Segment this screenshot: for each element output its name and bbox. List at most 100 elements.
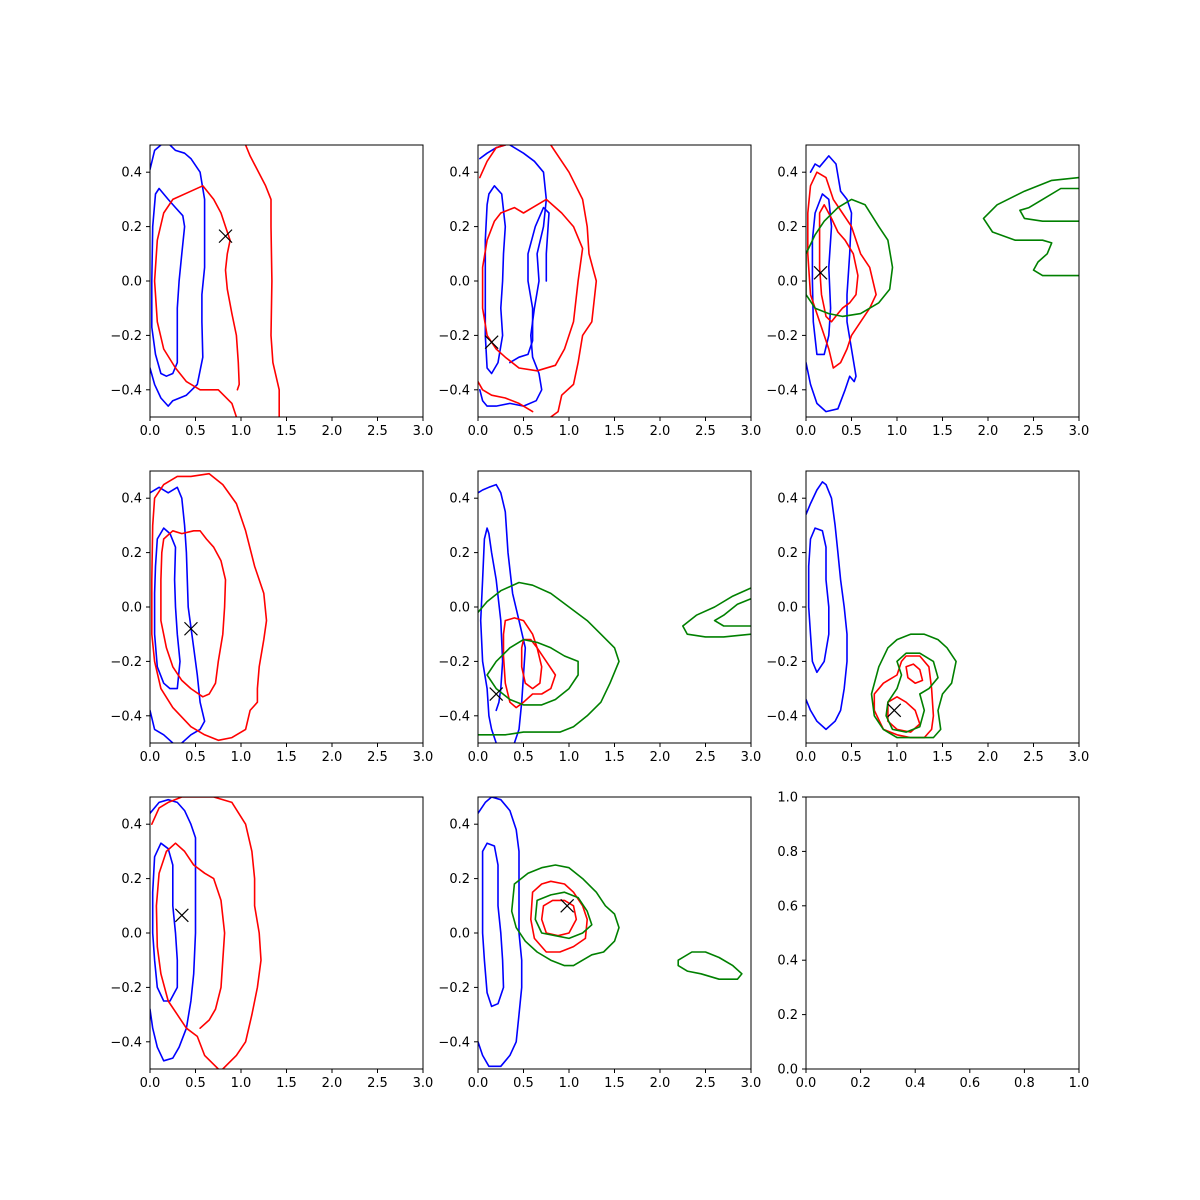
x-tick-label: 3.0 [413,1076,434,1091]
x-tick-label: 2.0 [322,750,343,765]
y-tick-label: −0.4 [110,383,142,398]
y-tick-label: 0.2 [777,546,798,561]
contour-line-blue-1 [806,155,857,413]
y-tick-label: 0.2 [121,546,142,561]
axes-frame [149,470,424,744]
contour-line-red-7 [478,380,534,413]
y-tick-label: −0.2 [110,655,142,670]
x-tick-label: 1.0 [231,750,252,765]
y-tick-label: 0.4 [121,492,142,507]
y-tick-label: 0.0 [121,927,142,942]
x-tick-label: 1.0 [1069,1076,1090,1091]
subplot-7: 0.0 0.5 1.0 1.5 2.0 2.5 3.0 −0.4 −0.2 0.0 0.2 0.4 [110,796,434,1091]
contour-line-red-4 [151,472,268,742]
x-tick-label: 0.0 [468,750,489,765]
contour-line-red-5 [887,696,921,733]
x-tick-label: 3.0 [413,424,434,439]
x-marker-stroke [560,898,575,913]
contour-line-green-6 [486,638,579,706]
x-marker-stroke [184,621,198,636]
subplot-9: 0.0 0.2 0.4 0.6 0.8 1.0 0.0 0.2 0.4 0.6 0.8 1.0 [777,791,1089,1092]
axes-frame [477,470,752,744]
axes-frame [149,796,424,1070]
x-marker [560,898,575,913]
contour-line-green-7 [885,652,939,733]
subplot-2: 0.0 0.5 1.0 1.5 2.0 2.5 3.0 −0.4 −0.2 0.0 0.2 0.4 [438,144,762,439]
contour-line-green-7 [682,587,751,638]
contour-line-blue-2 [150,145,206,407]
contour-line-red-4 [244,145,280,417]
y-tick-label: −0.2 [110,981,142,996]
subplot-1: 0.0 0.5 1.0 1.5 2.0 2.5 3.0 −0.4 −0.2 0.0 0.2 0.4 [110,144,434,439]
contour-line-green-8 [1019,187,1079,222]
x-tick-label: 2.0 [322,1076,343,1091]
y-tick-label: 0.0 [121,275,142,290]
y-tick-label: 0.0 [777,1063,798,1078]
x-tick-label: 0.5 [185,750,206,765]
contour-line-blue-2 [807,527,830,674]
x-tick-label: 0.0 [796,424,817,439]
contour-line-blue-3 [809,163,821,173]
contour-line-blue-2 [151,842,179,1002]
x-tick-label: 0.0 [140,750,161,765]
contour-line-blue-2 [479,527,504,743]
x-tick-label: 1.5 [604,750,625,765]
contour-line-blue-3 [153,527,181,690]
contour-line-blue-1 [150,145,162,171]
y-tick-label: 0.2 [121,220,142,235]
contour-line-red-3 [873,655,935,739]
x-tick-label: 2.0 [650,424,671,439]
y-tick-label: −0.4 [438,383,470,398]
x-tick-label: 0.5 [185,424,206,439]
x-tick-label: 2.0 [978,750,999,765]
x-tick-label: 2.0 [322,424,343,439]
x-tick-label: 3.0 [741,1076,762,1091]
contour-line-green-5 [510,864,620,967]
x-tick-label: 0.6 [959,1076,980,1091]
y-tick-label: 0.8 [777,845,798,860]
x-marker-stroke [813,265,828,280]
contour-line-red-6 [550,145,598,417]
y-tick-label: 0.4 [449,166,470,181]
contour-line-green-7 [982,176,1079,277]
y-tick-label: 0.2 [777,1008,798,1023]
y-tick-label: 0.4 [449,818,470,833]
contour-line-red-4 [540,899,578,937]
contour-line-green-7 [677,951,743,980]
contour-line-blue-1 [478,797,523,1068]
y-tick-label: 0.0 [449,927,470,942]
x-tick-label: 3.0 [741,750,762,765]
y-tick-label: 0.2 [449,220,470,235]
x-tick-label: 1.0 [231,1076,252,1091]
x-tick-label: 3.0 [413,750,434,765]
axes-frame [805,470,1080,744]
contour-line-green-5 [478,581,620,736]
x-tick-label: 2.5 [695,750,716,765]
contour-line-green-8 [713,598,751,627]
x-tick-label: 2.5 [695,1076,716,1091]
x-tick-label: 2.0 [650,750,671,765]
x-tick-label: 1.5 [932,750,953,765]
contour-line-red-8 [481,198,584,372]
y-tick-label: 0.4 [121,818,142,833]
axes-frame [805,796,1080,1070]
x-tick-label: 1.0 [231,424,252,439]
contour-line-red-5 [160,530,227,698]
contour-line-blue-2 [481,842,505,1008]
contour-line-red-5 [479,145,507,179]
y-tick-label: 0.4 [777,166,798,181]
contour-line-red-3 [502,617,557,709]
x-marker-stroke [484,335,499,350]
y-tick-label: 0.2 [777,220,798,235]
x-tick-label: 3.0 [741,424,762,439]
x-tick-label: 0.5 [513,1076,534,1091]
x-tick-label: 0.2 [850,1076,871,1091]
x-tick-label: 0.5 [841,424,862,439]
plot-area [150,472,268,743]
x-tick-label: 1.5 [276,750,297,765]
y-tick-label: −0.2 [438,655,470,670]
x-tick-label: 0.5 [185,1076,206,1091]
x-tick-label: 1.0 [887,424,908,439]
subplot-4: 0.0 0.5 1.0 1.5 2.0 2.5 3.0 −0.4 −0.2 0.0 0.2 0.4 [110,470,434,765]
x-tick-label: 1.0 [559,424,580,439]
